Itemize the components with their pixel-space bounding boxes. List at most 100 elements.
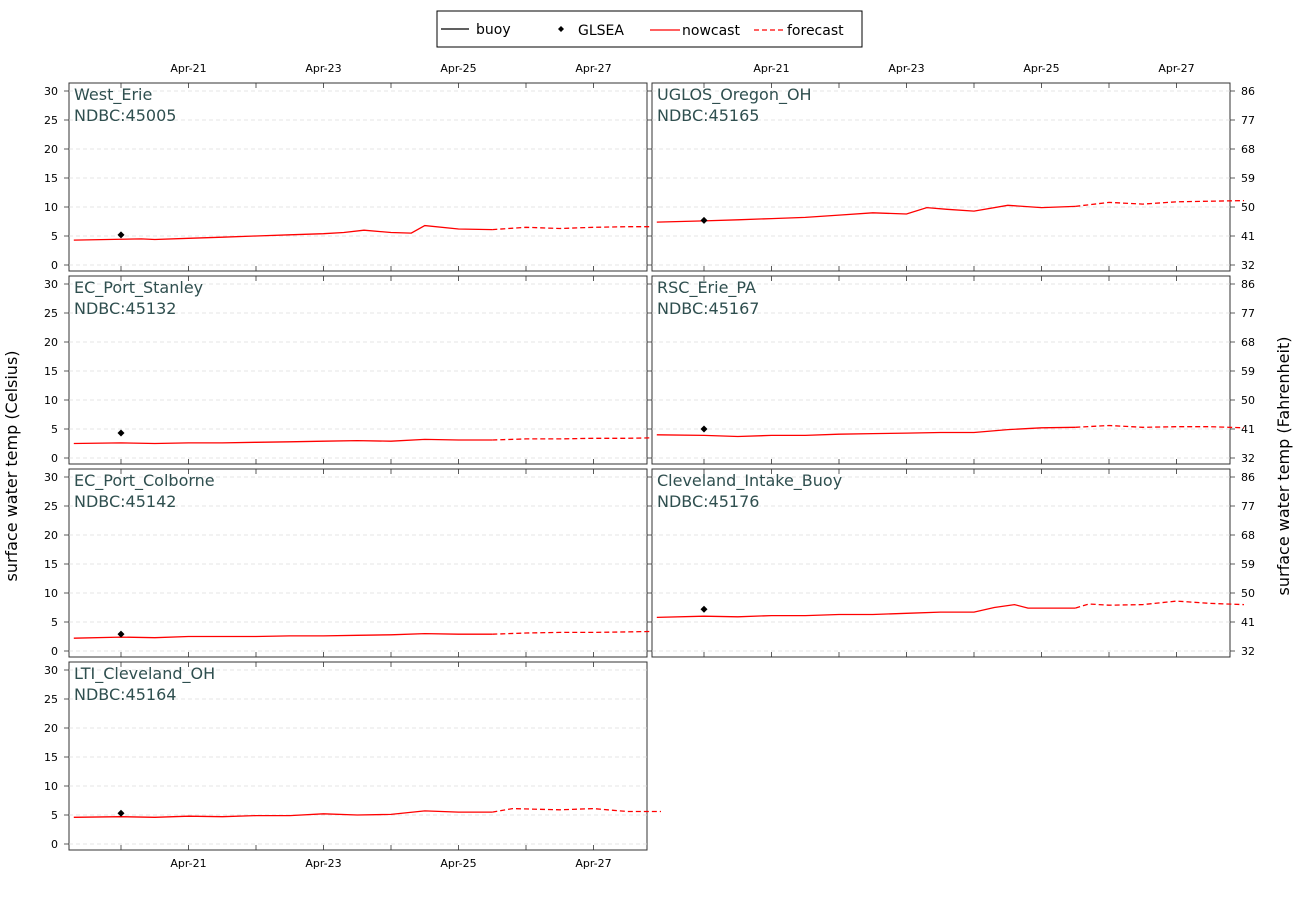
legend-box: [436, 10, 863, 48]
nowcast-line: [73, 632, 493, 639]
panels: 0 5 10 15 20 25 30 Apr-21 Apr-23 Apr-25 Apr-27 West…: [44, 62, 1255, 870]
panel-title: EC_Port_Colborne: [74, 471, 215, 491]
y-tick-label-c: 15: [44, 558, 58, 571]
x-tick-label-top: Apr-21: [753, 62, 789, 75]
forecast-line: [492, 630, 662, 635]
glsea-marker: [700, 216, 708, 224]
y-tick-label-f: 41: [1241, 230, 1255, 243]
y-tick-label-c: 0: [51, 452, 58, 465]
panel-UGLOS_Oregon_OH: 32 41 50 59 68 77 86 Apr-21 Apr-23 Apr-25 Apr-27 UG…: [647, 62, 1255, 272]
x-tick-label-top: Apr-27: [575, 62, 611, 75]
panel-frame: [68, 275, 648, 465]
panel-Cleveland_Intake_Buoy: 32 41 50 59 68 77 86 Cleveland_Intake_BuoyNDBC:…: [647, 468, 1255, 658]
y-tick-label-f: 59: [1241, 365, 1255, 378]
y-tick-label-c: 5: [51, 423, 58, 436]
panel-station: NDBC:45167: [657, 299, 759, 318]
y-tick-label-c: 30: [44, 664, 58, 677]
panel-station: NDBC:45165: [657, 106, 759, 125]
x-tick-label-top: Apr-25: [1023, 62, 1059, 75]
nowcast-line: [73, 224, 493, 241]
y-tick-label-c: 10: [44, 394, 58, 407]
panel-title: West_Erie: [74, 85, 152, 105]
y-tick-label-f: 41: [1241, 616, 1255, 629]
x-tick-label-bottom: Apr-25: [440, 857, 476, 870]
y-tick-label-c: 10: [44, 201, 58, 214]
y-tick-label-f: 59: [1241, 558, 1255, 571]
legend-buoy-label: buoy: [476, 22, 511, 38]
y-tick-label-c: 25: [44, 693, 58, 706]
forecast-line: [1075, 199, 1245, 208]
y-tick-label-c: 5: [51, 616, 58, 629]
panel-West_Erie: 0 5 10 15 20 25 30 Apr-21 Apr-23 Apr-25 Apr-27 West…: [44, 62, 661, 272]
y-tick-label-c: 15: [44, 751, 58, 764]
nowcast-line: [73, 438, 493, 445]
x-tick-label-top: Apr-23: [888, 62, 924, 75]
y-tick-label-c: 0: [51, 838, 58, 851]
x-tick-label-top: Apr-21: [170, 62, 206, 75]
y-tick-label-f: 68: [1241, 529, 1255, 542]
y-tick-label-c: 30: [44, 471, 58, 484]
forecast-line: [492, 807, 661, 813]
panel-frame: [651, 82, 1231, 272]
y-tick-label-f: 50: [1241, 201, 1255, 214]
y-tick-label-f: 32: [1241, 452, 1255, 465]
panel-frame: [68, 661, 648, 851]
x-tick-label-bottom: Apr-21: [170, 857, 206, 870]
y-tick-label-f: 32: [1241, 259, 1255, 272]
nowcast-line: [656, 426, 1076, 438]
panel-station: NDBC:45176: [657, 492, 759, 511]
y-tick-label-c: 20: [44, 529, 58, 542]
y-tick-label-c: 30: [44, 278, 58, 291]
y-tick-label-f: 86: [1241, 85, 1255, 98]
forecast-line: [492, 437, 662, 441]
y-tick-label-c: 0: [51, 645, 58, 658]
y-tick-label-f: 77: [1241, 500, 1255, 513]
glsea-marker: [700, 605, 708, 613]
legend: buoy GLSEA nowcast forecast: [436, 10, 863, 48]
x-tick-label-top: Apr-27: [1158, 62, 1194, 75]
panel-frame: [68, 468, 648, 658]
panel-station: NDBC:45164: [74, 685, 176, 704]
y-tick-label-c: 0: [51, 259, 58, 272]
legend-glsea-label: GLSEA: [578, 23, 624, 39]
y-tick-label-c: 25: [44, 307, 58, 320]
y-tick-label-c: 30: [44, 85, 58, 98]
y-axis-label-right: surface water temp (Fahrenheit): [1274, 337, 1293, 596]
nowcast-line: [73, 810, 493, 818]
legend-glsea-marker: [558, 26, 564, 32]
y-tick-label-c: 10: [44, 780, 58, 793]
y-tick-label-f: 77: [1241, 114, 1255, 127]
legend-forecast-label: forecast: [787, 23, 844, 39]
y-tick-label-c: 15: [44, 172, 58, 185]
forecast-line: [1075, 600, 1245, 609]
y-tick-label-f: 50: [1241, 587, 1255, 600]
y-tick-label-c: 20: [44, 722, 58, 735]
y-tick-label-c: 10: [44, 587, 58, 600]
y-tick-label-f: 77: [1241, 307, 1255, 320]
glsea-marker: [700, 425, 708, 433]
y-axis-label-left: surface water temp (Celsius): [2, 350, 21, 581]
panel-station: NDBC:45132: [74, 299, 176, 318]
glsea-marker: [117, 630, 125, 638]
x-tick-label-bottom: Apr-27: [575, 857, 611, 870]
y-tick-label-c: 15: [44, 365, 58, 378]
forecast-line: [1075, 424, 1245, 429]
panel-title: UGLOS_Oregon_OH: [657, 85, 812, 105]
y-tick-label-f: 50: [1241, 394, 1255, 407]
x-tick-label-bottom: Apr-23: [305, 857, 341, 870]
y-tick-label-c: 20: [44, 143, 58, 156]
y-tick-label-f: 32: [1241, 645, 1255, 658]
panel-title: Cleveland_Intake_Buoy: [657, 471, 842, 491]
y-tick-label-f: 68: [1241, 143, 1255, 156]
y-tick-label-c: 5: [51, 230, 58, 243]
y-tick-label-f: 86: [1241, 471, 1255, 484]
panel-title: EC_Port_Stanley: [74, 278, 203, 298]
nowcast-line: [656, 204, 1076, 223]
y-tick-label-f: 68: [1241, 336, 1255, 349]
panel-LTI_Cleveland_OH: 0 5 10 15 20 25 30 Apr-21 Apr-23 Apr-25 Apr-27 LTI_…: [44, 661, 661, 870]
y-tick-label-c: 25: [44, 114, 58, 127]
glsea-marker: [117, 429, 125, 437]
